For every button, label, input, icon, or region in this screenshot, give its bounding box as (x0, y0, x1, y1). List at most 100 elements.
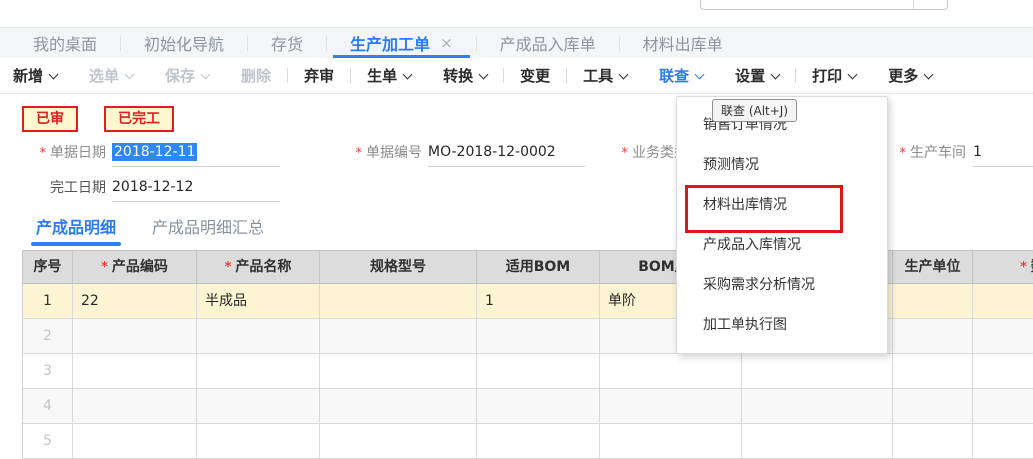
field-value-doc_date[interactable]: 2018-12-11 (112, 140, 280, 167)
table-row[interactable]: 5 (22, 424, 1033, 459)
table-cell[interactable] (477, 319, 600, 354)
table-cell[interactable]: 1 (477, 284, 600, 319)
status-badges: 已审 已完工 (22, 106, 174, 132)
table-cell[interactable] (973, 319, 1033, 354)
toolbar-button-生单[interactable]: 生单 (351, 65, 427, 86)
table-cell[interactable]: 半成品 (197, 284, 320, 319)
table-cell[interactable]: 22 (73, 284, 197, 319)
table-cell[interactable] (893, 424, 973, 459)
table-cell[interactable] (893, 354, 973, 389)
table-cell[interactable] (197, 354, 320, 389)
search-box-partial[interactable] (700, 0, 948, 10)
field-label-text: 生产车间 (910, 145, 966, 161)
toolbar-divider (566, 68, 568, 83)
field-label-text: 完工日期 (50, 180, 106, 196)
tab-生产加工单[interactable]: 生产加工单 × (327, 28, 476, 58)
required-asterisk: * (101, 260, 108, 275)
tab-材料出库单[interactable]: 材料出库单 (620, 28, 746, 58)
table-cell[interactable] (320, 424, 477, 459)
table-cell[interactable] (973, 284, 1033, 319)
toolbar-button-label: 变更 (520, 67, 551, 85)
chevron-down-icon (478, 69, 489, 80)
search-box-divider (913, 0, 914, 9)
chevron-down-icon (48, 69, 59, 80)
table-cell[interactable] (197, 389, 320, 424)
field-label-doc_no: * 单据编号 (330, 140, 423, 166)
table-cell[interactable] (600, 424, 742, 459)
field-value-text: 2018-12-11 (112, 143, 198, 161)
chevron-down-icon (694, 69, 705, 80)
toolbar-button-联查[interactable]: 联查 (643, 65, 719, 86)
toolbar: 新增 选单 保存 删除 弃审 生单 转换 变更 工具 联查 设置 打印 更多 (0, 58, 1033, 94)
toolbar-button-设置[interactable]: 设置 (719, 65, 795, 86)
table-cell[interactable] (973, 354, 1033, 389)
field-value-workshop[interactable]: 1 (973, 140, 1033, 167)
table-row[interactable]: 3 (22, 354, 1033, 389)
menu-item-加工单执行图[interactable]: 加工单执行图 (703, 317, 787, 333)
tab-label: 存货 (271, 35, 304, 54)
menu-item-预测情况[interactable]: 预测情况 (703, 157, 759, 173)
table-cell[interactable] (600, 389, 742, 424)
toolbar-divider (795, 68, 797, 83)
table-cell[interactable] (320, 354, 477, 389)
table-cell[interactable] (320, 319, 477, 354)
close-icon[interactable]: × (440, 33, 453, 52)
required-asterisk: * (1020, 260, 1027, 275)
table-cell[interactable] (893, 389, 973, 424)
column-header-生产单位: 生产单位 (893, 250, 973, 284)
tab-label: 产成品入库单 (499, 35, 596, 54)
detail-tab-产成品明细[interactable]: 产成品明细 (31, 210, 122, 246)
table-cell[interactable] (73, 389, 197, 424)
menu-item-材料出库情况[interactable]: 材料出库情况 (703, 197, 787, 213)
toolbar-button-label: 删除 (241, 67, 272, 85)
chevron-down-icon (923, 69, 934, 80)
table-cell[interactable] (742, 354, 893, 389)
toolbar-button-转换[interactable]: 转换 (427, 65, 503, 86)
toolbar-button-更多[interactable]: 更多 (872, 65, 948, 86)
tab-separator (247, 35, 249, 51)
row-number-cell[interactable]: 4 (22, 389, 73, 424)
table-cell[interactable] (973, 424, 1033, 459)
menu-item-产成品入库情况[interactable]: 产成品入库情况 (703, 237, 801, 253)
toolbar-button-弃审[interactable]: 弃审 (288, 65, 350, 86)
tab-separator (120, 35, 122, 51)
table-cell[interactable] (197, 319, 320, 354)
table-cell[interactable] (893, 284, 973, 319)
toolbar-button-变更[interactable]: 变更 (504, 65, 566, 86)
toolbar-button-label: 生单 (367, 67, 398, 85)
tab-存货[interactable]: 存货 (248, 28, 326, 58)
table-cell[interactable] (477, 424, 600, 459)
toolbar-button-label: 弃审 (304, 67, 335, 85)
tab-初始化导航[interactable]: 初始化导航 (121, 28, 247, 58)
tab-我的桌面[interactable]: 我的桌面 (10, 28, 120, 58)
detail-tab-产成品明细汇总[interactable]: 产成品明细汇总 (152, 218, 265, 237)
table-cell[interactable] (742, 424, 893, 459)
table-cell[interactable] (320, 389, 477, 424)
field-value-text: MO-2018-12-0002 (428, 144, 556, 160)
table-row[interactable]: 4 (22, 389, 1033, 424)
row-number-cell[interactable]: 3 (22, 354, 73, 389)
table-cell[interactable] (893, 319, 973, 354)
table-cell[interactable] (73, 424, 197, 459)
tab-产成品入库单[interactable]: 产成品入库单 (477, 28, 619, 58)
table-cell[interactable] (73, 354, 197, 389)
toolbar-button-新增[interactable]: 新增 (0, 65, 73, 86)
table-cell[interactable] (600, 354, 742, 389)
table-cell[interactable] (320, 284, 477, 319)
table-cell[interactable] (742, 389, 893, 424)
field-value-doc_no[interactable]: MO-2018-12-0002 (428, 140, 585, 167)
toolbar-button-label: 更多 (888, 67, 919, 85)
field-value-finish_date[interactable]: 2018-12-12 (112, 175, 280, 202)
row-number-cell[interactable]: 5 (22, 424, 73, 459)
field-value-text: 2018-12-12 (112, 179, 194, 195)
table-cell[interactable] (973, 389, 1033, 424)
row-number-cell[interactable]: 1 (22, 284, 73, 319)
table-cell[interactable] (477, 389, 600, 424)
table-cell[interactable] (477, 354, 600, 389)
table-cell[interactable] (73, 319, 197, 354)
menu-item-采购需求分析情况[interactable]: 采购需求分析情况 (703, 277, 815, 293)
table-cell[interactable] (197, 424, 320, 459)
row-number-cell[interactable]: 2 (22, 319, 73, 354)
toolbar-button-工具[interactable]: 工具 (567, 65, 643, 86)
toolbar-button-打印[interactable]: 打印 (796, 65, 872, 86)
